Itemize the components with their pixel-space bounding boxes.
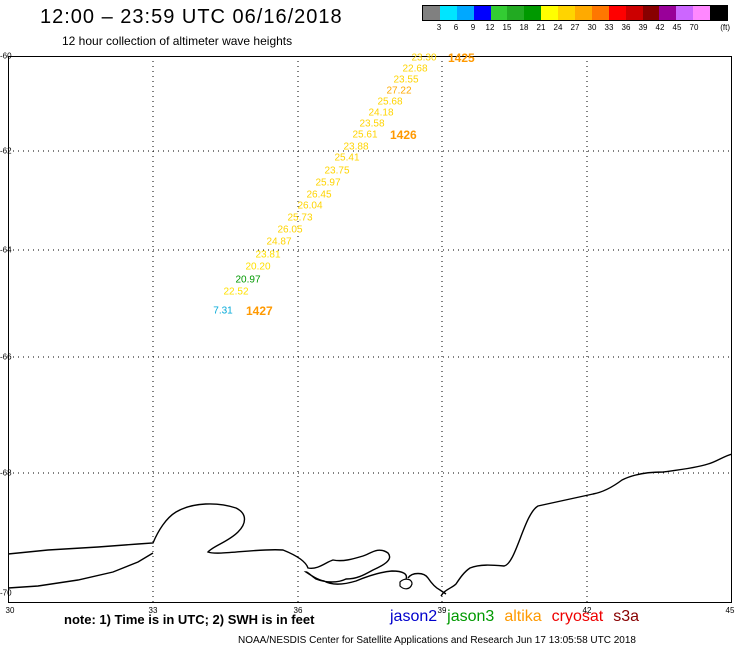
legend-tick: 12	[485, 23, 495, 32]
legend-swatch	[490, 6, 508, 20]
satellite-name: jason3	[447, 608, 495, 625]
lat-label-70: -70	[0, 588, 12, 598]
lon-label-33: 33	[148, 606, 158, 615]
wave-height-label: 22.52	[223, 286, 249, 298]
legend-tick: 70	[689, 23, 699, 32]
legend-tick: 21	[536, 23, 546, 32]
legend-tick: 36	[621, 23, 631, 32]
map-title: 12:00 – 23:59 UTC 06/16/2018	[40, 6, 343, 28]
legend-tick: 18	[519, 23, 529, 32]
lon-label-36: 36	[293, 606, 303, 615]
legend-swatch	[625, 6, 643, 20]
legend-swatch	[591, 6, 609, 20]
legend-swatch	[693, 6, 711, 20]
legend-swatch	[676, 6, 694, 20]
satellite-name: cryosat	[551, 608, 604, 625]
legend-tick: 15	[502, 23, 512, 32]
wave-height-label: 24.18	[368, 107, 394, 119]
wave-height-label: 26.05	[277, 224, 303, 236]
wave-height-label: 26.45	[306, 189, 332, 201]
legend-tick: 39	[638, 23, 648, 32]
wave-height-label: 25.61	[352, 129, 378, 141]
wave-height-label: 27.22	[386, 85, 412, 97]
legend-tick: 9	[470, 23, 476, 32]
legend-tick: 33	[604, 23, 614, 32]
legend-swatches	[422, 5, 728, 21]
wave-height-label: 25.97	[315, 177, 341, 189]
credit-line: NOAA/NESDIS Center for Satellite Applica…	[238, 635, 636, 646]
satellite-legend: jason2 jason3 altika cryosat s3a	[390, 608, 649, 626]
legend-swatch	[507, 6, 525, 20]
wave-height-label: 25.73	[287, 212, 313, 224]
satellite-name: s3a	[613, 608, 640, 625]
wave-height-label: 22.68	[402, 63, 428, 75]
graticule	[8, 56, 732, 603]
satellite-name: jason2	[390, 608, 438, 625]
legend-unit: (ft)	[720, 23, 730, 32]
legend-swatch	[710, 6, 728, 20]
map-plot	[8, 56, 732, 603]
pass-label-1426: 1426	[390, 128, 417, 142]
legend-swatch	[608, 6, 626, 20]
legend-swatch	[642, 6, 660, 20]
legend-swatch	[423, 6, 440, 20]
satellite-name: altika	[504, 608, 542, 625]
pass-label-1427: 1427	[246, 304, 273, 318]
wave-height-label: 23.75	[324, 165, 350, 177]
legend-swatch	[456, 6, 474, 20]
map-subtitle: 12 hour collection of altimeter wave hei…	[62, 34, 293, 48]
legend-swatch	[524, 6, 542, 20]
wave-height-label: 20.97	[235, 274, 261, 286]
wave-height-label: 23.88	[343, 141, 369, 153]
lon-label-45: 45	[725, 606, 735, 615]
coastline	[8, 453, 732, 597]
wave-height-label: 26.04	[297, 200, 323, 212]
legend-swatch	[541, 6, 559, 20]
lon-label-39: 39	[437, 606, 447, 615]
legend-swatch	[575, 6, 592, 20]
legend-tick: 27	[570, 23, 580, 32]
color-legend: (ft) 3 6 9 12 15 18 21 24 27 30 33 36 39 42 45 70	[422, 5, 730, 35]
wave-height-label: 25.41	[334, 152, 360, 164]
legend-swatch	[558, 6, 576, 20]
legend-swatch	[473, 6, 491, 20]
legend-tick: 3	[436, 23, 442, 32]
legend-tick: 30	[587, 23, 597, 32]
legend-tick: 6	[453, 23, 459, 32]
legend-swatch	[659, 6, 677, 20]
legend-ticks: (ft) 3 6 9 12 15 18 21 24 27 30 33 36 39 42 45 70	[422, 21, 730, 35]
wave-height-label: 23.81	[255, 249, 281, 261]
lat-label-68: -68	[0, 468, 12, 478]
island	[399, 578, 413, 590]
lon-label-30: 30	[5, 606, 15, 615]
legend-swatch	[439, 6, 457, 20]
legend-tick: 42	[655, 23, 665, 32]
lat-label-60: -60	[0, 51, 12, 61]
wave-height-label: 23.58	[359, 118, 385, 130]
wave-height-label: 20.20	[245, 261, 271, 273]
lon-label-42: 42	[582, 606, 592, 615]
wave-height-label: 7.31	[213, 305, 233, 317]
legend-tick: 45	[672, 23, 682, 32]
lat-label-66: -66	[0, 352, 12, 362]
lat-label-64: -64	[0, 245, 12, 255]
wave-height-label: 23.30	[411, 52, 437, 64]
plot-frame	[8, 56, 732, 603]
footnote: note: 1) Time is in UTC; 2) SWH is in fe…	[64, 612, 315, 627]
wave-height-label: 23.55	[393, 74, 419, 86]
wave-height-label: 24.87	[266, 236, 292, 248]
wave-height-label: 25.68	[377, 96, 403, 108]
pass-label-1425: 1425	[448, 51, 475, 65]
coastline-west	[8, 552, 154, 589]
legend-tick: 24	[553, 23, 563, 32]
lat-label-62: -62	[0, 146, 12, 156]
